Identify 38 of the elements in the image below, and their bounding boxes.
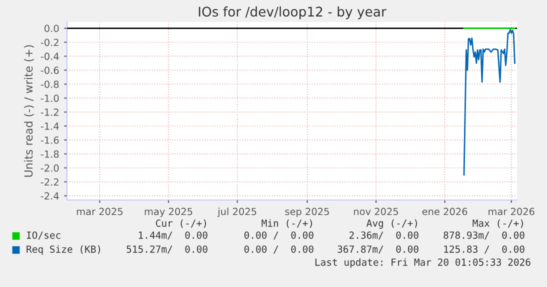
text: 125.83 / 0.00 [444, 245, 524, 254]
x-tick-label: mar 2025 [76, 208, 122, 216]
y-tick-label: -0.8 [40, 80, 59, 88]
y-tick-label: -0.6 [40, 66, 59, 74]
x-tick-label: nov 2025 [354, 208, 398, 216]
text: 2.36m/ 0.00 [349, 231, 418, 240]
y-tick-label: 0.0 [44, 24, 59, 32]
text: 0.00 / 0.00 [244, 245, 314, 254]
text: Min (-/+) [262, 219, 312, 228]
y-tick-label: -2.4 [40, 192, 59, 200]
x-tick-label: jul 2025 [217, 208, 256, 218]
text: 0.00 / 0.00 [244, 231, 314, 240]
y-axis-title: Units read (-) / write (+) [24, 45, 34, 177]
chart-title: IOs for /dev/loop12 - by year [198, 6, 386, 20]
x-tick-label: sep 2025 [285, 208, 329, 218]
legend-label: Req Size (KB) [26, 245, 100, 255]
y-tick-label: -2.0 [40, 164, 59, 172]
x-tick-label: ene 2026 [422, 208, 468, 216]
x-tick-label: may 2025 [144, 208, 192, 218]
legend-label: IO/sec [26, 231, 60, 240]
x-tick-label: mar 2026 [488, 208, 534, 216]
text: 1.44m/ 0.00 [138, 231, 208, 240]
y-tick-label: -1.0 [40, 94, 59, 102]
line-series [463, 28, 516, 176]
y-tick-label: -2.2 [40, 178, 58, 186]
y-tick-label: -1.2 [40, 108, 58, 116]
y-tick-label: -1.6 [40, 136, 59, 144]
text: Cur (-/+) [156, 219, 206, 228]
y-tick-label: -0.2 [40, 38, 58, 46]
y-tick-label: -1.8 [40, 150, 59, 158]
text: 515.27m/ 0.00 [126, 245, 208, 254]
text: 878.93m/ 0.00 [444, 231, 524, 240]
text: Max (-/+) [472, 219, 523, 228]
text: 367.87m/ 0.00 [338, 245, 418, 254]
text: Last update: Fri Mar 20 01:05:33 2026 [315, 258, 530, 268]
y-tick-label: -1.4 [40, 122, 59, 130]
y-tick-label: -0.4 [40, 52, 59, 60]
text: Avg (-/+) [366, 219, 417, 229]
